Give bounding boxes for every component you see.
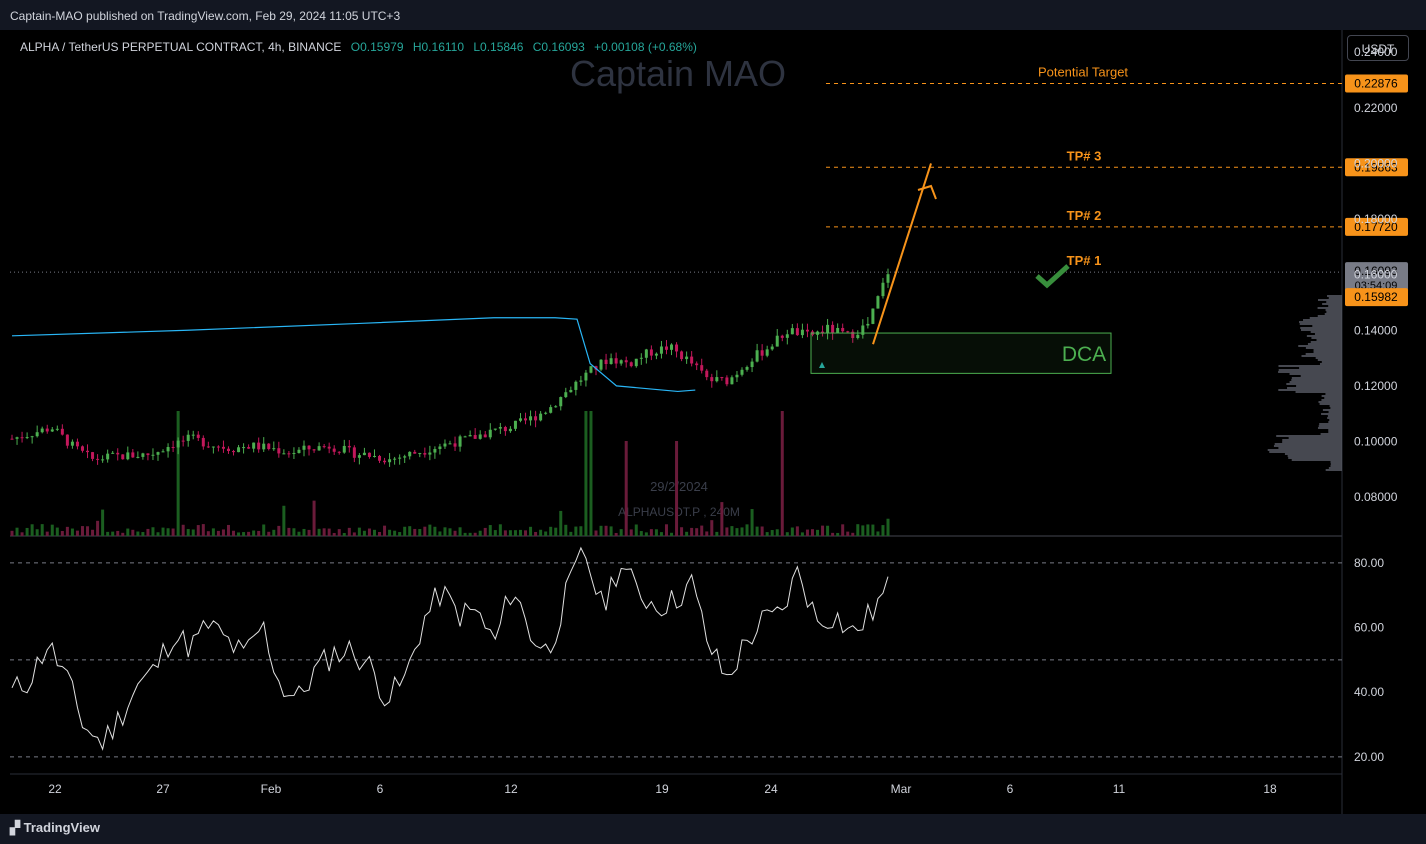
chart-legend: ALPHA / TetherUS PERPETUAL CONTRACT, 4h,… [20,40,697,54]
close-value: C0.16093 [532,40,585,54]
high-value: H0.16110 [412,40,464,54]
publisher-text: Captain-MAO published on TradingView.com… [10,9,401,23]
open-value: O0.15979 [350,40,404,54]
chart-area[interactable] [0,30,1426,814]
currency-button[interactable]: USDT [1347,35,1409,61]
brand-label: TradingView [23,820,100,835]
low-value: L0.15846 [473,40,524,54]
footer: ▞ TradingView [0,814,1426,844]
top-bar: Captain-MAO published on TradingView.com… [0,0,1426,30]
tradingview-logo[interactable]: ▞ TradingView [10,820,100,836]
change-value: +0.00108 (+0.68%) [594,40,697,54]
symbol-label[interactable]: ALPHA / TetherUS PERPETUAL CONTRACT, 4h,… [20,40,342,54]
tv-logo-icon: ▞ [10,820,24,835]
